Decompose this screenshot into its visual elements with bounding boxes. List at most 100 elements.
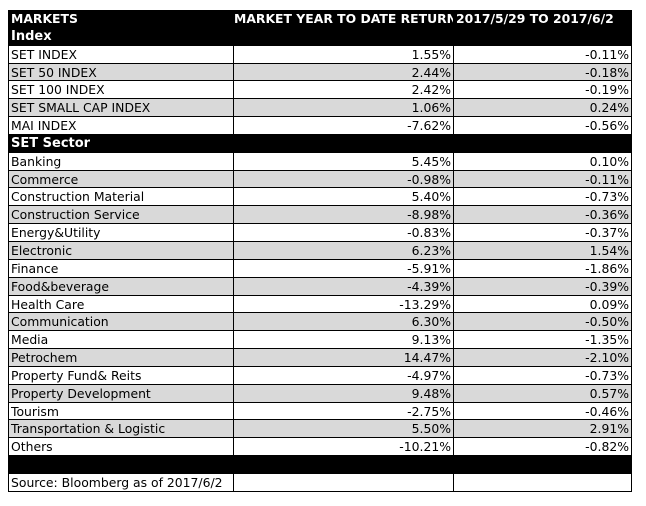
table-row: Property Development 9.48% 0.57%	[8, 384, 632, 403]
market-returns-table: MARKETS MARKET YEAR TO DATE RETURN 2017/…	[8, 10, 632, 492]
ytd-return: -0.83%	[234, 224, 454, 242]
weekly-return: -0.50%	[454, 313, 632, 332]
market-name: MAI INDEX	[8, 117, 234, 135]
weekly-return: 0.09%	[454, 295, 632, 314]
market-name: Commerce	[8, 170, 234, 189]
market-name: Energy&Utility	[8, 224, 234, 242]
table-row: SET SMALL CAP INDEX 1.06% 0.24%	[8, 99, 632, 118]
weekly-return: -0.11%	[454, 170, 632, 189]
market-name: Media	[8, 331, 234, 350]
table-row: Others -10.21% -0.82%	[8, 438, 632, 457]
weekly-return: -1.35%	[454, 331, 632, 350]
market-name: Communication	[8, 313, 234, 332]
market-name: Food&beverage	[8, 277, 234, 296]
table-row: Construction Service -8.98% -0.36%	[8, 206, 632, 225]
ytd-return: 6.23%	[234, 241, 454, 260]
market-name: SET SMALL CAP INDEX	[8, 99, 234, 118]
ytd-return: -13.29%	[234, 295, 454, 314]
market-name: Tourism	[8, 402, 234, 421]
ytd-return: -5.91%	[234, 259, 454, 278]
ytd-return: 9.13%	[234, 331, 454, 350]
weekly-return: -0.82%	[454, 438, 632, 457]
weekly-return: -2.10%	[454, 349, 632, 367]
table-header: MARKETS MARKET YEAR TO DATE RETURN 2017/…	[8, 10, 632, 28]
weekly-return: -0.19%	[454, 81, 632, 100]
spacer-row	[8, 456, 632, 474]
weekly-return: -0.46%	[454, 402, 632, 421]
market-name: Others	[8, 438, 234, 457]
market-name: Health Care	[8, 295, 234, 314]
section-index: Index	[8, 27, 632, 46]
weekly-return: 0.10%	[454, 152, 632, 171]
ytd-return: 5.50%	[234, 420, 454, 439]
weekly-return: -1.86%	[454, 259, 632, 278]
source-note: Source: Bloomberg as of 2017/6/2	[8, 473, 234, 492]
source-row: Source: Bloomberg as of 2017/6/2	[8, 473, 632, 492]
source-empty-cell	[454, 473, 632, 492]
market-name: Construction Material	[8, 188, 234, 207]
table-row: Energy&Utility -0.83% -0.37%	[8, 224, 632, 242]
table-row: Media 9.13% -1.35%	[8, 331, 632, 350]
table-row: MAI INDEX -7.62% -0.56%	[8, 117, 632, 135]
weekly-return: -0.73%	[454, 188, 632, 207]
weekly-return: 0.57%	[454, 384, 632, 403]
section-set-sector: SET Sector	[8, 134, 632, 153]
market-name: Finance	[8, 259, 234, 278]
table-row: Finance -5.91% -1.86%	[8, 259, 632, 278]
table-row: SET INDEX 1.55% -0.11%	[8, 45, 632, 64]
ytd-return: 6.30%	[234, 313, 454, 332]
market-name: Electronic	[8, 241, 234, 260]
table-row: Health Care -13.29% 0.09%	[8, 295, 632, 314]
weekly-return: 1.54%	[454, 241, 632, 260]
ytd-return: -0.98%	[234, 170, 454, 189]
market-name: Property Development	[8, 384, 234, 403]
weekly-return: -0.39%	[454, 277, 632, 296]
weekly-return: 2.91%	[454, 420, 632, 439]
ytd-return: -10.21%	[234, 438, 454, 457]
ytd-return: 9.48%	[234, 384, 454, 403]
table-row: Commerce -0.98% -0.11%	[8, 170, 632, 189]
weekly-return: -0.11%	[454, 45, 632, 64]
market-name: Transportation & Logistic	[8, 420, 234, 439]
table-row: Construction Material 5.40% -0.73%	[8, 188, 632, 207]
table-row: Banking 5.45% 0.10%	[8, 152, 632, 171]
weekly-return: -0.73%	[454, 366, 632, 385]
weekly-return: 0.24%	[454, 99, 632, 118]
ytd-return: -2.75%	[234, 402, 454, 421]
market-name: SET 100 INDEX	[8, 81, 234, 100]
ytd-return: 5.45%	[234, 152, 454, 171]
ytd-return: 1.06%	[234, 99, 454, 118]
source-empty-cell	[234, 473, 454, 492]
index-rows: SET INDEX 1.55% -0.11% SET 50 INDEX 2.44% -0.…	[8, 45, 632, 135]
sector-rows: Banking 5.45% 0.10% Commerce -0.98% -0.11% Con…	[8, 152, 632, 457]
weekly-return: -0.18%	[454, 63, 632, 82]
ytd-return: 14.47%	[234, 349, 454, 367]
ytd-return: 5.40%	[234, 188, 454, 207]
header-markets: MARKETS	[8, 10, 234, 28]
table-row: Electronic 6.23% 1.54%	[8, 241, 632, 260]
ytd-return: 2.42%	[234, 81, 454, 100]
market-name: Construction Service	[8, 206, 234, 225]
section-title-set-sector: SET Sector	[8, 134, 632, 153]
section-title-index: Index	[8, 27, 632, 46]
table-row: Food&beverage -4.39% -0.39%	[8, 277, 632, 296]
table-row: SET 100 INDEX 2.42% -0.19%	[8, 81, 632, 100]
ytd-return: -4.39%	[234, 277, 454, 296]
header-weekly-return: 2017/5/29 TO 2017/6/2	[454, 10, 632, 28]
ytd-return: -4.97%	[234, 366, 454, 385]
ytd-return: -7.62%	[234, 117, 454, 135]
market-name: SET 50 INDEX	[8, 63, 234, 82]
table-row: Communication 6.30% -0.50%	[8, 313, 632, 332]
table-row: SET 50 INDEX 2.44% -0.18%	[8, 63, 632, 82]
table-row: Property Fund& Reits -4.97% -0.73%	[8, 366, 632, 385]
ytd-return: -8.98%	[234, 206, 454, 225]
ytd-return: 2.44%	[234, 63, 454, 82]
weekly-return: -0.37%	[454, 224, 632, 242]
ytd-return: 1.55%	[234, 45, 454, 64]
market-name: Banking	[8, 152, 234, 171]
weekly-return: -0.36%	[454, 206, 632, 225]
table-row: Transportation & Logistic 5.50% 2.91%	[8, 420, 632, 439]
market-name: Petrochem	[8, 349, 234, 367]
table-row: Tourism -2.75% -0.46%	[8, 402, 632, 421]
weekly-return: -0.56%	[454, 117, 632, 135]
